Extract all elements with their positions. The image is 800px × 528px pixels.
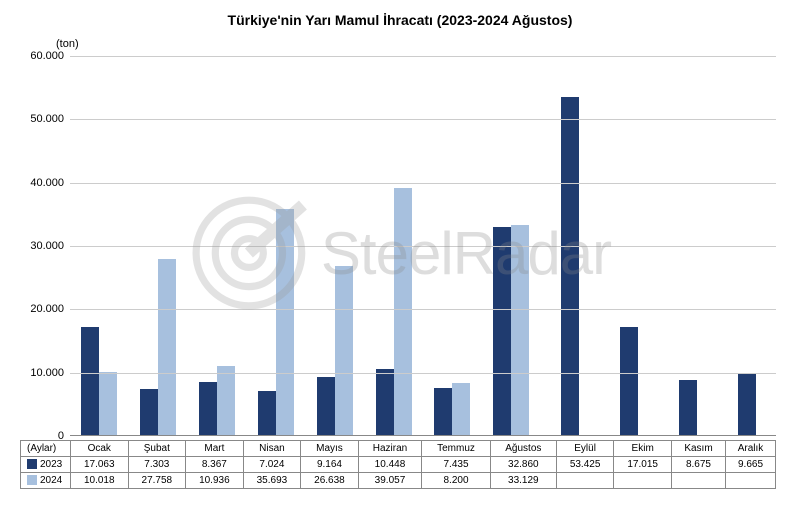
data-cell [556,473,614,489]
plot-area: 010.00020.00030.00040.00050.00060.000 [70,56,776,436]
bar-2024 [335,266,353,435]
data-cell: 10.936 [186,473,244,489]
data-cell [671,473,725,489]
data-cell: 8.200 [422,473,491,489]
data-cell [726,473,776,489]
bar-2024 [99,372,117,435]
data-cell: 27.758 [128,473,186,489]
bar-2023 [620,327,638,435]
y-tick-label: 10.000 [20,367,64,379]
y-tick-label: 40.000 [20,177,64,189]
month-header: Şubat [128,441,186,457]
data-cell: 9.665 [726,457,776,473]
bar-2023 [258,391,276,435]
data-cell: 39.057 [358,473,421,489]
series-label: 2024 [40,475,62,486]
month-header: Haziran [358,441,421,457]
month-header: Ekim [614,441,672,457]
month-header: Ocak [71,441,129,457]
gridline [70,119,776,120]
bar-2024 [394,188,412,435]
month-header: Nisan [243,441,301,457]
data-cell: 7.303 [128,457,186,473]
month-header: Mayıs [301,441,359,457]
legend-swatch-icon [27,459,37,469]
bar-2023 [679,380,697,435]
bar-2024 [217,366,235,435]
y-axis-unit: (ton) [56,38,79,50]
data-cell: 32.860 [490,457,556,473]
bar-2023 [493,227,511,435]
bar-2023 [738,374,756,435]
month-header: Aralık [726,441,776,457]
data-cell: 33.129 [490,473,556,489]
data-cell: 7.024 [243,457,301,473]
table-row: 2024 10.01827.75810.93635.69326.63839.057… [21,473,776,489]
chart-container: Türkiye'nin Yarı Mamul İhracatı (2023-20… [0,0,800,528]
y-tick-label: 60.000 [20,50,64,62]
bar-2023 [317,377,335,435]
bar-2023 [561,97,579,435]
y-tick-label: 20.000 [20,303,64,315]
data-cell: 8.675 [671,457,725,473]
data-cell: 10.448 [358,457,421,473]
month-header: Ağustos [490,441,556,457]
data-cell: 10.018 [71,473,129,489]
data-cell: 7.435 [422,457,491,473]
bar-2024 [452,383,470,435]
month-header: Kasım [671,441,725,457]
gridline [70,183,776,184]
y-tick-label: 50.000 [20,113,64,125]
series-legend-2023: 2023 [21,457,71,473]
table-row: 2023 17.0637.3038.3677.0249.16410.4487.43… [21,457,776,473]
bar-2023 [81,327,99,435]
data-cell: 17.015 [614,457,672,473]
bar-2023 [376,369,394,435]
data-cell: 26.638 [301,473,359,489]
bar-2024 [158,259,176,435]
bar-2023 [199,382,217,435]
chart-title: Türkiye'nin Yarı Mamul İhracatı (2023-20… [20,12,780,28]
gridline [70,309,776,310]
gridline [70,56,776,57]
data-cell: 17.063 [71,457,129,473]
data-cell: 9.164 [301,457,359,473]
data-cell: 53.425 [556,457,614,473]
month-header: Temmuz [422,441,491,457]
bar-2023 [434,388,452,435]
month-header: Mart [186,441,244,457]
table-header-row: (Aylar)OcakŞubatMartNisanMayısHaziranTem… [21,441,776,457]
data-cell: 8.367 [186,457,244,473]
y-tick-label: 30.000 [20,240,64,252]
data-table: (Aylar)OcakŞubatMartNisanMayısHaziranTem… [20,440,776,489]
series-label: 2023 [40,459,62,470]
gridline [70,373,776,374]
month-header: Eylül [556,441,614,457]
gridline [70,246,776,247]
bar-2023 [140,389,158,435]
data-cell [614,473,672,489]
bar-2024 [276,209,294,435]
legend-swatch-icon [27,475,37,485]
series-legend-2024: 2024 [21,473,71,489]
bar-2024 [511,225,529,435]
data-cell: 35.693 [243,473,301,489]
x-axis-header: (Aylar) [21,441,71,457]
